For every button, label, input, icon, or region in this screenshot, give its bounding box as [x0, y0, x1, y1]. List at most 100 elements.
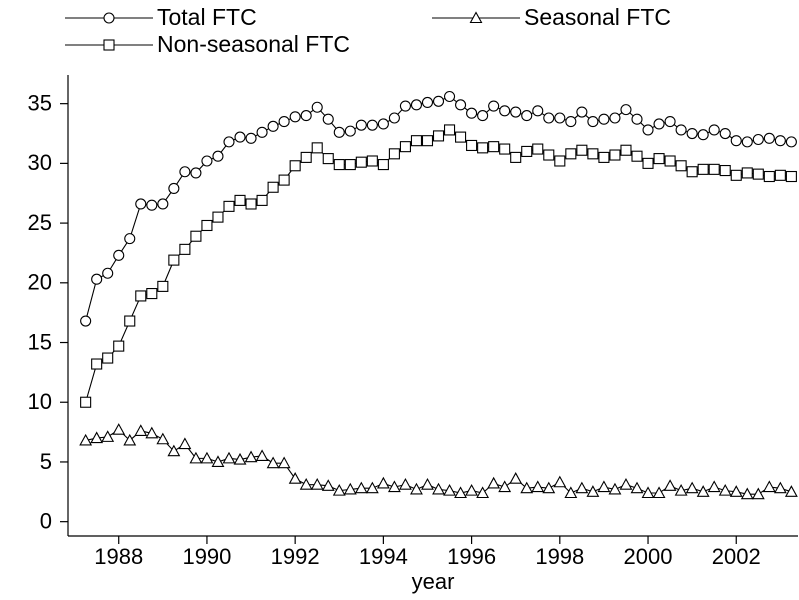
marker	[80, 315, 92, 327]
marker	[785, 170, 797, 183]
marker	[620, 144, 632, 156]
marker	[245, 198, 257, 210]
marker	[344, 159, 356, 171]
marker	[355, 156, 367, 168]
marker	[212, 150, 224, 162]
marker	[321, 479, 335, 491]
marker	[168, 254, 180, 266]
marker	[532, 143, 544, 155]
marker	[499, 143, 511, 155]
marker	[399, 141, 411, 153]
marker	[365, 481, 379, 494]
marker	[696, 485, 710, 497]
marker	[388, 112, 400, 124]
marker	[113, 340, 125, 352]
y-tick-label: 10	[28, 389, 52, 414]
marker	[145, 426, 159, 439]
marker	[608, 482, 622, 495]
marker	[686, 166, 698, 178]
marker	[156, 432, 170, 445]
marker	[376, 476, 390, 489]
x-axis-label: year	[412, 569, 455, 594]
marker	[729, 485, 743, 497]
marker	[388, 148, 400, 160]
marker	[157, 280, 169, 292]
y-tick-label: 25	[28, 210, 52, 235]
marker	[675, 124, 687, 136]
marker	[674, 483, 688, 496]
marker	[222, 451, 236, 464]
marker	[763, 170, 775, 183]
marker	[322, 153, 334, 165]
marker	[410, 99, 423, 111]
marker	[333, 126, 345, 138]
marker	[190, 167, 202, 179]
marker	[113, 249, 125, 261]
marker	[223, 200, 235, 212]
marker	[685, 481, 699, 494]
marker	[576, 106, 588, 118]
marker	[554, 155, 566, 167]
marker	[542, 481, 556, 494]
legend-label: Seasonal FTC	[524, 4, 671, 30]
marker	[455, 131, 467, 143]
marker	[455, 99, 467, 111]
marker	[477, 110, 489, 122]
marker	[134, 424, 148, 436]
marker	[653, 118, 665, 130]
marker	[664, 116, 676, 128]
marker	[135, 198, 147, 210]
marker	[101, 430, 115, 442]
marker	[399, 100, 411, 112]
marker	[730, 135, 742, 147]
marker	[774, 169, 786, 181]
marker	[366, 119, 378, 131]
marker	[510, 151, 522, 163]
marker	[543, 112, 555, 124]
marker	[521, 110, 533, 122]
marker	[90, 431, 104, 444]
marker	[630, 481, 644, 494]
marker	[124, 315, 136, 327]
marker	[167, 444, 181, 457]
marker	[410, 482, 423, 495]
x-tick-label: 1994	[359, 544, 408, 569]
marker	[278, 116, 290, 128]
marker	[740, 487, 754, 500]
x-tick-label: 1988	[94, 544, 143, 569]
marker	[421, 96, 434, 109]
marker	[465, 483, 479, 496]
marker	[565, 116, 577, 128]
marker	[575, 481, 589, 494]
marker	[620, 104, 632, 116]
marker	[697, 129, 709, 141]
marker	[432, 130, 445, 142]
y-tick-label: 5	[40, 449, 52, 474]
marker	[565, 148, 577, 160]
marker	[663, 479, 677, 491]
marker	[520, 481, 534, 494]
x-tick-label: 2000	[624, 544, 673, 569]
marker	[157, 198, 169, 210]
marker	[354, 481, 368, 494]
marker	[509, 472, 523, 484]
marker	[432, 95, 445, 107]
marker	[741, 136, 753, 148]
marker	[707, 480, 721, 493]
marker	[719, 127, 731, 140]
marker	[355, 119, 367, 131]
marker	[178, 437, 192, 450]
marker	[432, 482, 445, 495]
y-tick-label: 30	[28, 150, 52, 175]
marker	[443, 124, 456, 136]
marker	[531, 480, 545, 493]
marker	[146, 199, 158, 211]
marker	[718, 483, 732, 496]
marker	[277, 456, 291, 469]
marker	[554, 112, 566, 124]
marker	[488, 141, 500, 153]
marker	[256, 126, 268, 138]
legend-marker	[103, 12, 115, 24]
marker	[112, 423, 126, 435]
marker	[631, 150, 643, 162]
